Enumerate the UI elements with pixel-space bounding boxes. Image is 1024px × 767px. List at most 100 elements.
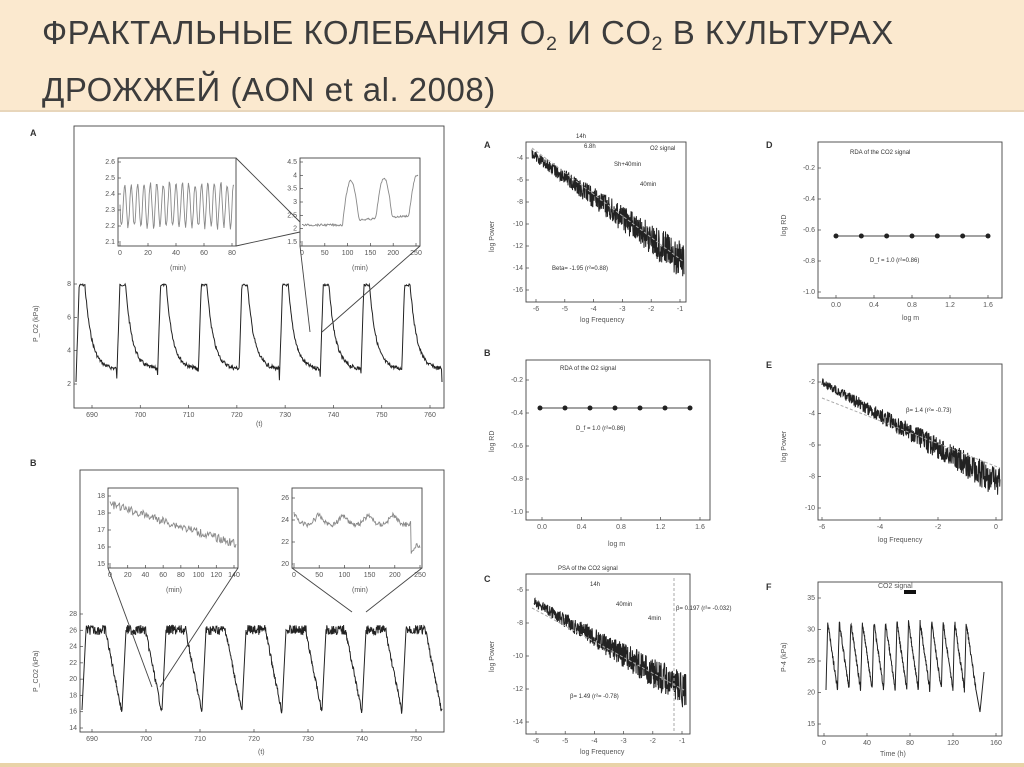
- y-tick-label: 28: [69, 611, 77, 618]
- panel-mid-a-ann-4: 40min: [640, 182, 656, 188]
- panel-right-d-xticks: 0.0 0.4 0.8 1.2 1.6: [831, 295, 993, 309]
- y-tick-label: -0.4: [803, 196, 815, 203]
- x-tick-label: 0: [822, 740, 826, 747]
- panel-left-b: B P_CO2 (kPa) (t) 690 700 710 720 730 740 750 …: [30, 458, 445, 756]
- x-tick-label: 80: [228, 250, 236, 257]
- y-tick-label: 4: [67, 348, 71, 355]
- y-tick-label: 6: [67, 314, 71, 321]
- x-tick-label: -4: [877, 524, 883, 531]
- panel-right-e-fit-line: [821, 397, 1001, 469]
- panel-left-a-xlabel: (t): [256, 421, 263, 428]
- x-tick-label: 0: [118, 250, 122, 257]
- y-tick-label: 16: [69, 709, 77, 716]
- panel-mid-a-xlabel: log Frequency: [580, 317, 625, 324]
- y-tick-label: -10: [513, 221, 523, 228]
- rda-point: [858, 233, 864, 239]
- panel-left-a-label: A: [30, 128, 37, 138]
- panel-right-f-title: CO2 signal: [878, 583, 913, 590]
- x-tick-label: 20: [144, 250, 152, 257]
- panel-right-e-fit-label: β= 1.4 (r²= -0.73): [906, 408, 951, 414]
- x-tick-label: 100: [339, 572, 351, 579]
- panel-mid-b-label: B: [484, 348, 491, 358]
- panel-right-e: E log Power log Frequency -6 -4 -2 0 -2-4-6…: [766, 360, 1003, 544]
- y-tick-label: -0.2: [511, 377, 523, 384]
- y-tick-label: 18: [69, 692, 77, 699]
- panel-left-a-o2-trace: [75, 282, 443, 383]
- x-tick-label: 80: [906, 740, 914, 747]
- zoom-connector-4: [321, 245, 421, 333]
- x-tick-label: 60: [159, 572, 167, 579]
- panel-right-e-frame: [817, 363, 1003, 521]
- y-tick-label: -2: [809, 379, 815, 386]
- panel-right-d-label: D: [766, 140, 773, 150]
- panel-mid-c-xticks: -6 -5 -4 -3 -2 -1: [533, 731, 685, 745]
- rda-point: [934, 233, 940, 239]
- header-rule: [0, 110, 1024, 112]
- y-tick-label: 26: [281, 495, 289, 502]
- y-tick-label: 22: [281, 539, 289, 546]
- panel-left-b-inset1-yticks: 18 18 17 16 15: [97, 493, 111, 568]
- rda-point: [909, 233, 915, 239]
- figure-composite: A P_O2 (kPa) (t) 690 700 710 720 730 740 750 76…: [30, 125, 1003, 758]
- panel-mid-a-fit-label: Beta= -1.95 (r²=0.88): [552, 266, 608, 272]
- panel-left-a-xticks: 690 700 710 720 730 740 750 760: [86, 405, 436, 419]
- rda-point: [662, 405, 668, 411]
- y-tick-label: 2.5: [287, 212, 297, 219]
- y-tick-label: 3.5: [287, 186, 297, 193]
- title-part-1: ФРАКТАЛЬНЫЕ КОЛЕБАНИЯ O: [42, 14, 546, 51]
- panel-left-b-ylabel: P_CO2 (kPa): [33, 650, 40, 692]
- panel-mid-a: A O2 signal log Power log Frequency -6 -5…: [484, 134, 687, 324]
- y-tick-label: 26: [69, 627, 77, 634]
- y-tick-label: 2.4: [105, 191, 115, 198]
- x-tick-label: 730: [279, 412, 291, 419]
- x-tick-label: 150: [365, 250, 377, 257]
- x-tick-label: 730: [302, 736, 314, 743]
- panel-right-e-label: E: [766, 360, 772, 370]
- panel-left-a-inset2-trace: [302, 174, 419, 228]
- x-tick-label: 710: [183, 412, 195, 419]
- y-tick-label: 17: [97, 527, 105, 534]
- panel-right-d-ylabel: log RD: [781, 215, 788, 236]
- y-tick-label: -6: [809, 442, 815, 449]
- x-tick-label: 200: [387, 250, 399, 257]
- y-tick-label: 20: [69, 676, 77, 683]
- panel-right-d-points: [833, 233, 991, 239]
- panel-mid-c-title: PSA of the CO2 signal: [558, 566, 618, 572]
- x-tick-label: 1.6: [983, 302, 993, 309]
- panel-left-a-inset2-frame: [299, 157, 421, 247]
- y-tick-label: -12: [513, 243, 523, 250]
- x-tick-label: 80: [177, 572, 185, 579]
- x-tick-label: 0.4: [869, 302, 879, 309]
- y-tick-label: -8: [517, 199, 523, 206]
- panel-mid-c-fit-label-a: β= 1.49 (r²= -0.78): [570, 694, 619, 700]
- x-tick-label: 140: [228, 572, 240, 579]
- rda-point: [985, 233, 991, 239]
- x-tick-label: 700: [134, 412, 146, 419]
- y-tick-label: 2.2: [105, 223, 115, 230]
- rda-point: [537, 405, 543, 411]
- panel-mid-b-fit-label: D_f = 1.0 (r²=0.86): [576, 426, 625, 432]
- title-part-3: В КУЛЬТУРАХ: [663, 14, 894, 51]
- panel-right-f-marker: [904, 590, 916, 594]
- panel-mid-a-ann-2: 6.8h: [584, 144, 596, 150]
- panel-left-b-xticks: 690 700 710 720 730 740 750: [86, 729, 422, 743]
- panel-right-f-ylabel: P-4 (kPa): [781, 642, 788, 672]
- panel-right-f-frame: [817, 581, 1003, 737]
- panel-right-e-xlabel: log Frequency: [878, 537, 923, 544]
- panel-right-f-yticks: 35 30 25 20 15: [807, 595, 821, 728]
- x-tick-label: 150: [364, 572, 376, 579]
- x-tick-label: 0: [300, 250, 304, 257]
- y-tick-label: -4: [517, 155, 523, 162]
- y-tick-label: 22: [69, 660, 77, 667]
- x-tick-label: 0: [292, 572, 296, 579]
- x-tick-label: 750: [410, 736, 422, 743]
- panel-mid-a-fit-line: [531, 147, 685, 263]
- panel-right-e-spectrum: [821, 377, 1001, 495]
- x-tick-label: 20: [124, 572, 132, 579]
- panel-mid-c-fit-label-b: β= 0.197 (r²= -0.032): [676, 606, 731, 612]
- x-tick-label: -6: [819, 524, 825, 531]
- panel-left-a-inset2-xticks: 0 50 100 150 200 250: [300, 243, 422, 257]
- y-tick-label: 18: [97, 510, 105, 517]
- y-tick-label: -12: [513, 686, 523, 693]
- zoom-connector-8: [365, 567, 423, 613]
